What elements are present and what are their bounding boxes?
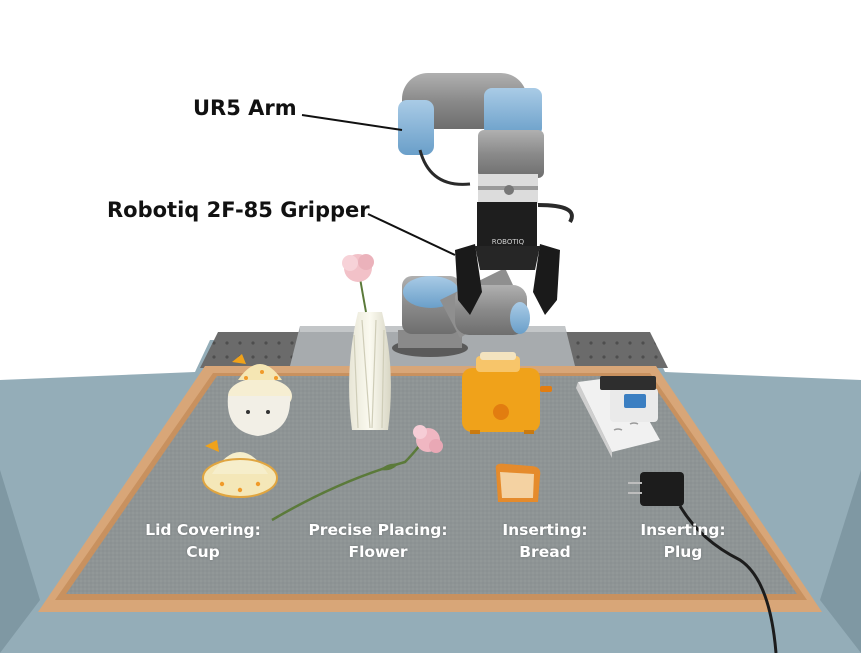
task-label-line: Precise Placing: xyxy=(308,521,448,539)
task-label-line: Cup xyxy=(186,543,220,561)
task-label-line: Inserting: xyxy=(502,521,588,539)
task-label-flower: Precise Placing: Flower xyxy=(308,519,447,563)
power-strip xyxy=(576,376,660,458)
task-label-cup: Lid Covering: Cup xyxy=(145,519,261,563)
robot-gripper: ROBOTIQ xyxy=(455,202,560,315)
task-label-line: Plug xyxy=(663,543,703,561)
cup-lid xyxy=(202,440,278,498)
gripper-label: Robotiq 2F-85 Gripper xyxy=(107,198,370,222)
bread-slice xyxy=(495,463,541,502)
power-plug xyxy=(628,472,778,653)
robot-arm xyxy=(392,73,574,357)
task-label-bread: Inserting: Bread xyxy=(502,519,587,563)
gripper-callout-line xyxy=(367,213,456,256)
cup-with-lid xyxy=(227,354,292,436)
flower xyxy=(271,425,443,522)
flower-vase xyxy=(342,254,391,430)
task-label-line: Bread xyxy=(519,543,571,561)
task-label-line: Flower xyxy=(348,543,408,561)
task-label-plug: Inserting: Plug xyxy=(640,519,725,563)
arm-callout-line xyxy=(301,114,403,131)
toaster xyxy=(462,352,552,434)
arm-label: UR5 Arm xyxy=(193,96,297,120)
gripper-brand-text: ROBOTIQ xyxy=(492,238,525,246)
task-label-line: Lid Covering: xyxy=(145,521,261,539)
task-label-line: Inserting: xyxy=(640,521,726,539)
